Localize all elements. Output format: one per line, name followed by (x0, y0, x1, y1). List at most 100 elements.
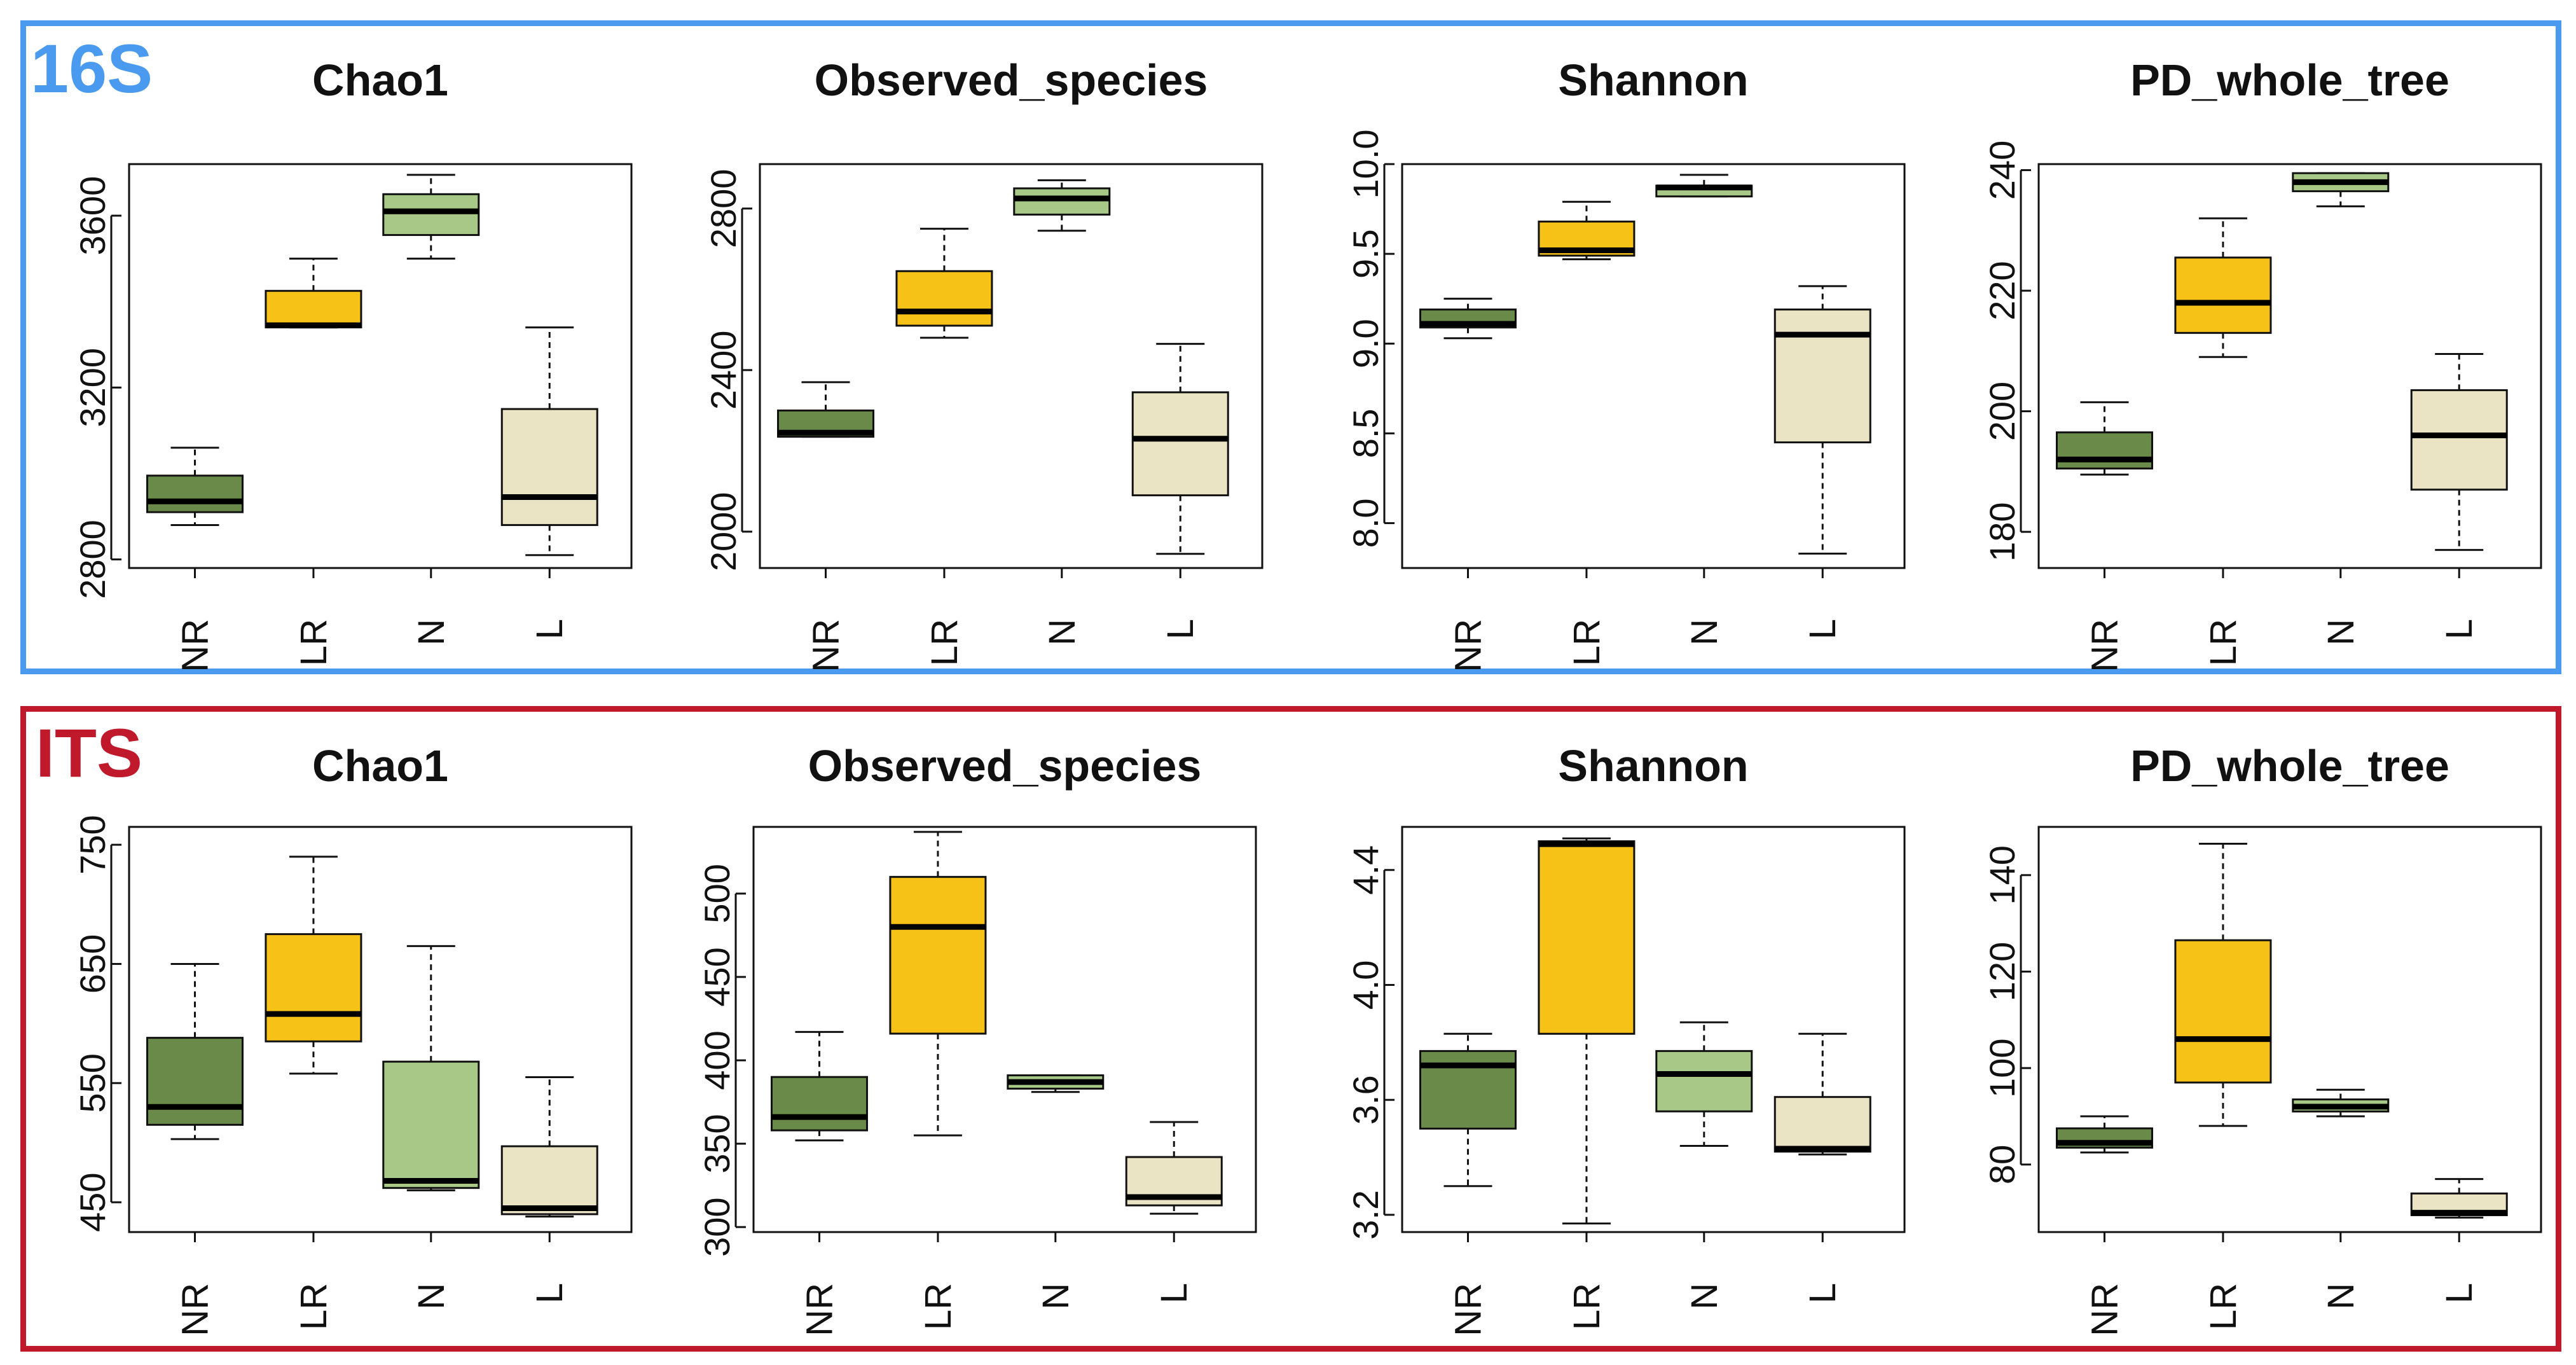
x-category-label: LR (1566, 619, 1608, 666)
chart-title: PD_whole_tree (2130, 55, 2449, 105)
box-l (1774, 1032, 1871, 1156)
box-lr (265, 258, 362, 329)
iqr-box (2410, 389, 2508, 491)
iqr-box (2174, 939, 2272, 1084)
y-tick-label: 450 (72, 1172, 113, 1231)
x-category-label: N (1684, 1283, 1725, 1310)
box-lr (895, 228, 993, 339)
y-tick-label: 8.5 (1346, 408, 1386, 458)
plot-frame (128, 826, 633, 1233)
iqr-box (500, 408, 598, 526)
x-category-label: LR (2203, 1283, 2244, 1330)
x-category-label: N (1035, 1283, 1077, 1310)
box-nr (2055, 401, 2153, 476)
box-nr (1419, 298, 1517, 340)
box-nr (146, 447, 244, 526)
y-tick-label: 100 (1982, 1038, 2022, 1097)
x-category-label: L (1154, 1283, 1195, 1303)
chart-16s-shannon: Shannon 8.0 8.5 9.0 9.5 10.0 NR LR N L (1346, 55, 1906, 672)
box-nr (770, 1030, 868, 1142)
y-tick-label: 4.4 (1346, 845, 1386, 895)
y-tick-label: 200 (1982, 382, 2022, 441)
plot-frame (128, 163, 633, 569)
y-tick-label: 400 (697, 1030, 737, 1090)
y-tick-label: 3.6 (1346, 1075, 1386, 1125)
box-lr (2174, 843, 2272, 1127)
iqr-box (2055, 431, 2153, 470)
iqr-box (1774, 1096, 1871, 1153)
y-tick-label: 500 (697, 864, 737, 923)
box-l (500, 1076, 598, 1218)
x-category-label: NR (2084, 1283, 2125, 1336)
iqr-box (382, 1060, 480, 1189)
plot-frame (759, 163, 1264, 569)
iqr-box (889, 876, 987, 1035)
chart-title: Observed_species (808, 741, 1202, 791)
iqr-box (1655, 1050, 1753, 1112)
plot-frame (2037, 826, 2542, 1233)
box-n (1013, 179, 1111, 232)
panel-label-its: ITS (36, 714, 143, 791)
box-lr (1538, 200, 1636, 261)
chart-title: Shannon (1558, 55, 1748, 105)
y-tick-label: 3.2 (1346, 1190, 1386, 1240)
chart-its-observed-species: Observed_species 300 350 400 450 500 NR LR N L (697, 741, 1257, 1336)
plot-frame (752, 826, 1257, 1233)
y-tick-label: 300 (697, 1197, 737, 1256)
box-n (382, 174, 480, 260)
iqr-box (500, 1145, 598, 1216)
y-tick-label: 2000 (703, 492, 743, 572)
chart-its-pd-whole-tree: PD_whole_tree 80 100 120 140 NR LR N L (1982, 741, 2542, 1336)
x-category-label: LR (924, 619, 965, 666)
x-category-label: NR (805, 619, 846, 672)
iqr-box (146, 475, 244, 513)
x-category-label: L (2439, 619, 2480, 639)
x-category-label: N (2320, 1283, 2362, 1310)
x-category-label: N (411, 619, 452, 646)
box-lr (889, 831, 987, 1137)
iqr-box (2174, 256, 2272, 334)
y-tick-label: 550 (72, 1053, 113, 1112)
x-category-label: L (529, 619, 570, 639)
x-category-label: N (411, 1283, 452, 1310)
iqr-box (146, 1037, 244, 1126)
y-tick-label: 140 (1982, 845, 2022, 904)
x-category-label: NR (1447, 1283, 1489, 1336)
box-nr (146, 962, 244, 1140)
y-tick-label: 350 (697, 1114, 737, 1173)
y-tick-label: 3600 (72, 176, 113, 256)
x-category-label: N (1684, 619, 1725, 646)
x-category-label: LR (293, 619, 334, 666)
chart-title: Chao1 (312, 741, 448, 791)
box-l (1774, 285, 1871, 555)
box-l (2410, 353, 2508, 551)
x-category-label: NR (174, 619, 216, 672)
chart-title: Shannon (1558, 741, 1748, 791)
iqr-box (895, 270, 993, 327)
y-tick-label: 4.0 (1346, 960, 1386, 1010)
iqr-box (265, 933, 362, 1043)
y-tick-label: 120 (1982, 942, 2022, 1001)
iqr-box (1131, 391, 1229, 497)
box-nr (776, 381, 874, 438)
y-tick-label: 8.0 (1346, 499, 1386, 548)
box-nr (2055, 1115, 2153, 1154)
iqr-box (770, 1076, 868, 1132)
y-tick-label: 2800 (703, 169, 743, 249)
x-category-label: LR (1566, 1283, 1608, 1330)
box-lr (265, 856, 362, 1075)
chart-its-chao1: Chao1 450 550 650 750 NR LR N L (72, 741, 633, 1336)
chart-16s-observed-species: Observed_species 2000 2400 2800 NR LR N L (703, 55, 1264, 672)
x-category-label: N (1042, 619, 1083, 646)
iqr-box (265, 289, 362, 329)
y-tick-label: 9.0 (1346, 319, 1386, 368)
box-l (1131, 343, 1229, 555)
panel-16s (20, 20, 2561, 674)
box-lr (1538, 837, 1636, 1224)
box-n (1655, 174, 1753, 198)
chart-its-shannon: Shannon 3.2 3.6 4.0 4.4 NR LR N L (1346, 741, 1906, 1336)
x-category-label: NR (799, 1283, 840, 1336)
box-nr (1419, 1032, 1517, 1188)
x-category-label: NR (1447, 619, 1489, 672)
